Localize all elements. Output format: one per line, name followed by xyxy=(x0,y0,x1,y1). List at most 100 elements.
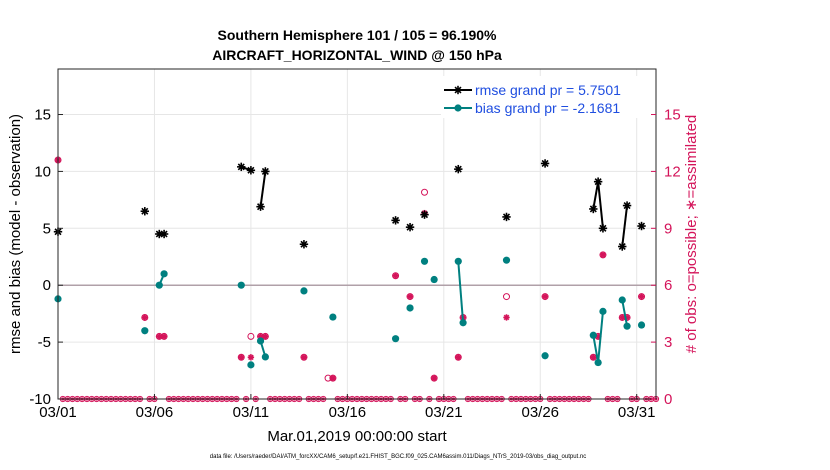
obs-assimilated-marker xyxy=(247,354,255,361)
rmse-point xyxy=(637,221,646,231)
rmse-point xyxy=(159,229,169,239)
y-right-tick-label: 3 xyxy=(664,334,672,351)
obs-assimilated-marker xyxy=(329,374,337,382)
y-left-tick-label: 5 xyxy=(43,220,51,237)
bias-point xyxy=(406,304,414,312)
legend-bias-label: bias grand pr = -2.1681 xyxy=(475,100,620,116)
y-left-tick-label: 10 xyxy=(34,163,51,180)
rmse-point xyxy=(540,159,550,168)
data-file-footer: data file: /Users/raeder/DAI/ATM_forcXX/… xyxy=(210,454,586,460)
x-tick-label: 03/21 xyxy=(425,404,463,421)
bias-point xyxy=(589,331,597,339)
bias-series xyxy=(54,256,646,369)
rmse-point xyxy=(261,167,270,176)
legend-rmse-star xyxy=(453,85,463,95)
bias-point xyxy=(420,257,429,265)
rmse-point xyxy=(618,242,627,251)
x-tick-label: 03/31 xyxy=(618,404,656,421)
chart-title: Southern Hemisphere 101 / 105 = 96.190% xyxy=(218,27,498,43)
obs-assimilated-marker xyxy=(590,354,597,361)
obs-assimilated-marker xyxy=(406,293,414,300)
legend-bias-dot xyxy=(454,104,462,112)
axes: 03/01 03/06 03/11 03/16 03/21 03/26 03/31 -10 -5… xyxy=(29,107,680,421)
x-tick-label: 03/16 xyxy=(329,404,367,421)
obs-assimilated-marker xyxy=(156,333,163,340)
obs-assimilated-marker xyxy=(160,333,168,340)
legend-rmse-marker xyxy=(453,85,463,95)
bias-point xyxy=(160,270,168,278)
rmse-point xyxy=(598,224,608,233)
bias-point xyxy=(391,335,400,343)
bias-point xyxy=(141,327,149,335)
rmse-point xyxy=(237,162,246,172)
bias-point xyxy=(637,321,646,329)
obs-assimilated-marker xyxy=(638,293,645,300)
bias-point xyxy=(594,358,602,367)
bias-point xyxy=(329,313,337,321)
rmse-line-segment xyxy=(259,171,267,207)
bias-point xyxy=(300,287,308,295)
obs-assimilated-marker xyxy=(141,314,149,321)
bias-point xyxy=(459,319,467,327)
bias-point xyxy=(430,275,438,284)
y-axis-label-right: # of obs: o=possible; ∗=assimilated xyxy=(683,115,700,354)
obs-assimilated-marker xyxy=(300,354,308,361)
bias-point xyxy=(256,337,265,345)
rmse-point xyxy=(405,222,415,232)
chart-subtitle: AIRCRAFT_HORIZONTAL_WIND @ 150 hPa xyxy=(212,47,502,63)
obs-assimilated-marker xyxy=(238,354,245,361)
rmse-point xyxy=(454,164,463,174)
rmse-point xyxy=(420,210,429,219)
x-tick-label: 03/01 xyxy=(39,404,77,421)
obs-assimilated-marker xyxy=(430,374,438,382)
obs-assimilated-marker xyxy=(619,314,626,321)
x-tick-label: 03/26 xyxy=(521,404,559,421)
legend-rmse-label: rmse grand pr = 5.7501 xyxy=(475,82,621,98)
y-right-tick-label: 9 xyxy=(664,220,672,237)
rmse-point xyxy=(140,207,150,216)
bias-point xyxy=(261,353,269,361)
bias-point xyxy=(155,281,163,289)
bias-point xyxy=(599,307,607,315)
legend-bias-marker xyxy=(454,104,462,112)
rmse-point xyxy=(256,202,265,211)
bias-point xyxy=(237,281,245,289)
obs-assimilated-marker xyxy=(599,251,607,259)
rmse-point xyxy=(391,216,400,225)
bias-point xyxy=(502,256,511,264)
obs-possible-marker xyxy=(247,332,255,340)
rmse-point xyxy=(246,166,256,175)
y-left-tick-label: 0 xyxy=(43,277,51,294)
obs-assimilated-marker xyxy=(503,314,510,321)
rmse-point xyxy=(622,201,632,210)
bias-point xyxy=(541,352,549,360)
x-tick-label: 03/11 xyxy=(233,404,269,421)
legend: rmse grand pr = 5.7501 bias grand pr = -… xyxy=(441,76,651,118)
rmse-point xyxy=(589,204,598,214)
obs-assimilated-marker xyxy=(455,354,462,361)
bias-line-segment xyxy=(457,261,465,323)
y-axis-label-left: rmse and bias (model - observation) xyxy=(7,114,24,354)
y-right-tick-label: 6 xyxy=(664,277,672,294)
obs-assimilated-marker xyxy=(392,272,399,279)
y-left-tick-label: -10 xyxy=(29,391,51,408)
plot-frame xyxy=(57,68,657,400)
legend-box xyxy=(441,76,651,118)
y-left-tick-label: -5 xyxy=(38,334,51,351)
plot-area xyxy=(58,69,656,399)
bias-point xyxy=(623,322,631,330)
x-tick-label: 03/06 xyxy=(136,404,174,421)
y-right-tick-label: 12 xyxy=(664,163,681,180)
x-axis-label: Mar.01,2019 00:00:00 start xyxy=(267,428,447,445)
obs-possible-marker xyxy=(503,293,510,301)
obs-assimilated-marker xyxy=(262,333,269,340)
bias-line-segment xyxy=(621,299,629,327)
bias-point xyxy=(247,361,255,369)
rmse-point xyxy=(502,212,511,222)
rmse-point xyxy=(593,177,603,186)
bias-point xyxy=(618,296,626,304)
obs-assimilated-marker xyxy=(541,293,549,300)
y-right-tick-label: 0 xyxy=(664,391,672,408)
rmse-point xyxy=(299,240,309,249)
